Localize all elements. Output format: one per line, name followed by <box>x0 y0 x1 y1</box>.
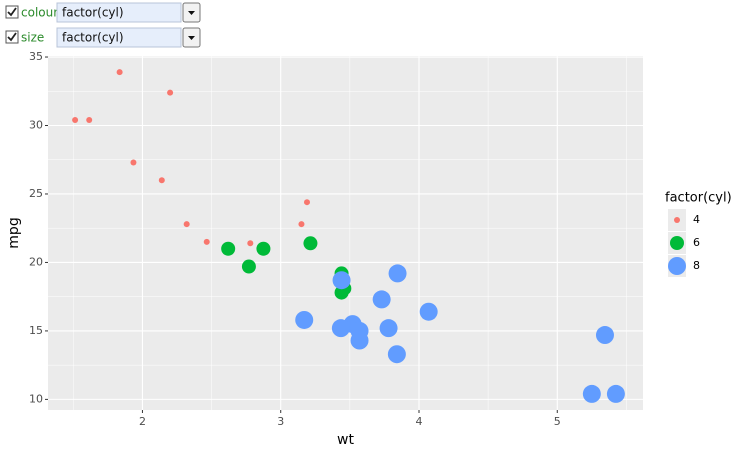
point <box>331 319 350 338</box>
dropdown[interactable] <box>56 2 182 23</box>
dropdown-arrow <box>188 11 195 15</box>
point <box>387 345 406 364</box>
point <box>167 89 174 96</box>
check-mark <box>7 32 17 42</box>
point <box>72 117 79 124</box>
legend-label: 8 <box>693 259 700 272</box>
point <box>595 326 614 345</box>
x-tick-label: 3 <box>277 415 284 428</box>
legend-symbol <box>674 217 680 223</box>
dropdown-value: factor(cyl) <box>62 31 124 45</box>
legend-label: 6 <box>693 236 700 249</box>
legend-title: factor(cyl) <box>665 191 732 206</box>
dropdown-value: factor(cyl) <box>62 6 124 20</box>
plot-panel <box>48 56 643 410</box>
checkbox[interactable] <box>5 5 19 19</box>
point <box>303 199 310 206</box>
point <box>241 259 256 274</box>
x-tick-label: 2 <box>139 415 146 428</box>
point <box>247 240 254 247</box>
point <box>295 310 314 329</box>
y-tick-label: 25 <box>29 187 43 200</box>
y-tick-label: 35 <box>29 50 43 63</box>
legend-symbol <box>668 257 686 275</box>
control-label: colour <box>21 6 58 20</box>
y-axis-title: mpg <box>6 217 22 248</box>
point <box>203 238 210 245</box>
dropdown-arrow <box>188 36 195 40</box>
x-tick-label: 5 <box>554 415 561 428</box>
point <box>256 241 271 256</box>
dropdown[interactable] <box>56 27 182 48</box>
point <box>158 177 165 184</box>
x-axis-title: wt <box>337 432 354 448</box>
point <box>130 159 137 166</box>
point <box>332 271 351 290</box>
point <box>606 384 625 403</box>
point <box>334 285 349 300</box>
point <box>298 221 305 228</box>
point <box>183 221 190 228</box>
point <box>350 321 369 340</box>
y-tick-label: 10 <box>29 392 43 405</box>
point <box>303 236 318 251</box>
check-mark <box>7 7 17 17</box>
legend-label: 4 <box>693 213 700 226</box>
y-tick-label: 20 <box>29 255 43 268</box>
point <box>221 241 236 256</box>
point <box>379 319 398 338</box>
point <box>372 290 391 309</box>
point <box>419 302 438 321</box>
legend-symbol <box>670 236 684 250</box>
control-label: size <box>21 31 44 45</box>
checkbox[interactable] <box>5 30 19 44</box>
point <box>86 117 93 124</box>
point <box>388 264 407 283</box>
y-tick-label: 15 <box>29 324 43 337</box>
x-tick-label: 4 <box>415 415 422 428</box>
point <box>582 384 601 403</box>
point <box>116 69 123 76</box>
y-tick-label: 30 <box>29 118 43 131</box>
